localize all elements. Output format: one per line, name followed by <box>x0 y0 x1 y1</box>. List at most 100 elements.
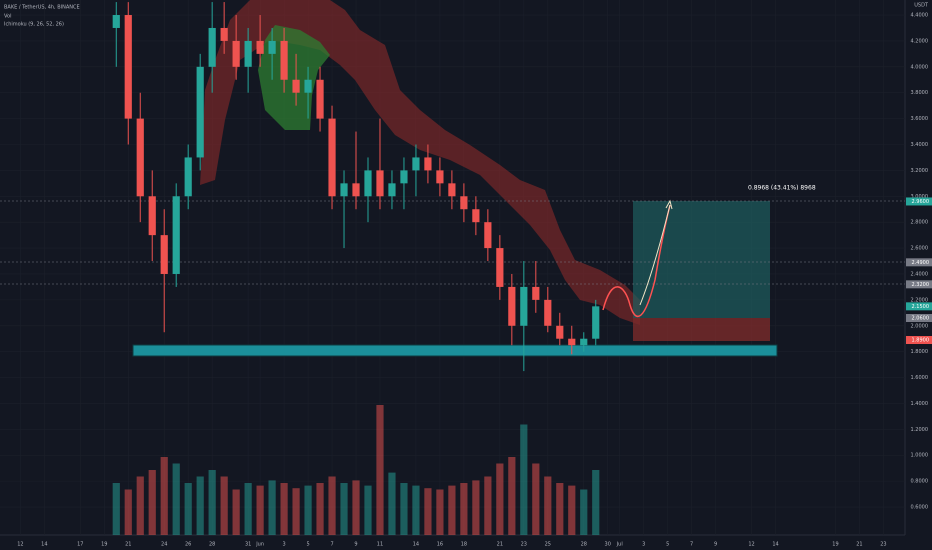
x-tick-label: 5 <box>306 542 309 548</box>
volume-bar <box>136 476 144 535</box>
volume-bar <box>316 483 324 535</box>
y-tick-label: 0.8000 <box>911 479 929 485</box>
volume-bar <box>196 476 204 535</box>
volume-bar <box>544 476 552 535</box>
y-tick-label: 1.8000 <box>911 349 929 355</box>
candle-body <box>520 286 528 326</box>
x-tick-label: 21 <box>497 542 503 548</box>
candle-body <box>148 196 156 236</box>
candle-body <box>388 183 396 197</box>
candle-body <box>364 170 372 197</box>
candle-body <box>352 183 360 197</box>
x-tick-label: 5 <box>666 542 669 548</box>
y-tick-label: 1.2000 <box>911 427 929 433</box>
candle-body <box>304 79 312 93</box>
volume-bar <box>520 424 528 535</box>
volume-bar <box>532 463 540 535</box>
projection-arrow <box>639 204 671 306</box>
annotation: 0.8968 (43.41%) 8968 <box>748 185 816 192</box>
price-tag <box>906 313 932 322</box>
price-tag <box>906 280 932 289</box>
candle-body <box>508 286 516 326</box>
volume-bar <box>424 488 432 535</box>
candle-body <box>556 325 564 339</box>
y-tick-label: 2.4000 <box>911 271 929 277</box>
x-tick-label: 3 <box>642 542 645 548</box>
volume-bar <box>304 485 312 535</box>
volume-bar <box>388 472 396 535</box>
axes: 0.6000 0.8000 1.0000 1.2000 1.4000 1.6000 1.80… <box>17 13 932 548</box>
volume-bar <box>592 470 600 535</box>
x-tick-label: 19 <box>101 542 107 548</box>
y-tick-label: 3.4000 <box>911 142 929 148</box>
candle-body <box>136 118 144 197</box>
candle-body <box>160 235 168 274</box>
candles <box>112 2 600 372</box>
y-tick-label: 0.6000 <box>911 505 929 511</box>
candle-body <box>544 299 552 326</box>
y-tick-label: 2.0000 <box>911 323 929 329</box>
ichimoku-cloud <box>200 0 640 325</box>
candle-body <box>400 170 408 184</box>
price-tag-label: 2.9600 <box>912 199 930 205</box>
stop-zone <box>633 318 770 341</box>
volume-bar <box>484 476 492 535</box>
candle-body <box>184 157 192 197</box>
x-tick-label: Jun <box>255 542 264 548</box>
volume-bar <box>508 457 516 535</box>
volume-bar <box>292 488 300 535</box>
volume-bar <box>460 483 468 535</box>
x-tick-label: 16 <box>437 542 443 548</box>
y-tick-label: 1.4000 <box>911 401 929 407</box>
candle-body <box>292 79 300 93</box>
candle-body <box>472 209 480 223</box>
volume-bar <box>364 485 372 535</box>
x-tick-label: 26 <box>185 542 191 548</box>
volume-bar <box>472 480 480 535</box>
x-tick-label: 19 <box>832 542 838 548</box>
x-tick-label: 11 <box>377 542 383 548</box>
candle-body <box>112 15 120 28</box>
candle-body <box>376 170 384 197</box>
volume-bar <box>352 480 360 535</box>
ichimoku-cloud-bull <box>258 25 330 130</box>
volume-bar <box>160 457 168 535</box>
x-tick-label: 23 <box>880 542 886 548</box>
volume-bar <box>328 476 336 535</box>
indicator-label: Ichimoku (9, 26, 52, 26) <box>4 22 64 28</box>
x-tick-label: 31 <box>245 542 251 548</box>
x-tick-label: 30 <box>605 542 611 548</box>
volume-bar <box>256 485 264 535</box>
y-tick-label: 2.2000 <box>911 297 929 303</box>
price-tag-label: 2.0600 <box>912 315 930 321</box>
volume-pane <box>112 405 600 535</box>
support-zone <box>132 344 778 357</box>
x-tick-label: 28 <box>581 542 587 548</box>
candle-body <box>436 170 444 184</box>
candle-body <box>496 248 504 287</box>
candle-body <box>208 27 216 67</box>
x-tick-label: 12 <box>748 542 754 548</box>
candle-body <box>592 306 600 339</box>
volume-bar <box>400 483 408 535</box>
projection-path <box>602 204 671 318</box>
x-tick-label: 14 <box>413 542 419 548</box>
candle-body <box>256 40 264 54</box>
price-tag-label: 2.1500 <box>912 304 930 310</box>
y-tick-label: 1.6000 <box>911 375 929 381</box>
x-tick-label: 21 <box>125 542 131 548</box>
y-tick-label: 3.6000 <box>911 116 929 122</box>
volume-bar <box>436 489 444 535</box>
candle-body <box>484 222 492 249</box>
currency-label: USDT <box>914 3 929 9</box>
candle-body <box>412 157 420 171</box>
candle-body <box>280 40 288 80</box>
price-tag <box>906 197 932 206</box>
y-tick-label: 4.2000 <box>911 38 929 44</box>
volume-bar <box>376 405 384 535</box>
volume-bar <box>496 463 504 535</box>
x-tick-label: 7 <box>690 542 693 548</box>
price-tag <box>906 336 932 345</box>
